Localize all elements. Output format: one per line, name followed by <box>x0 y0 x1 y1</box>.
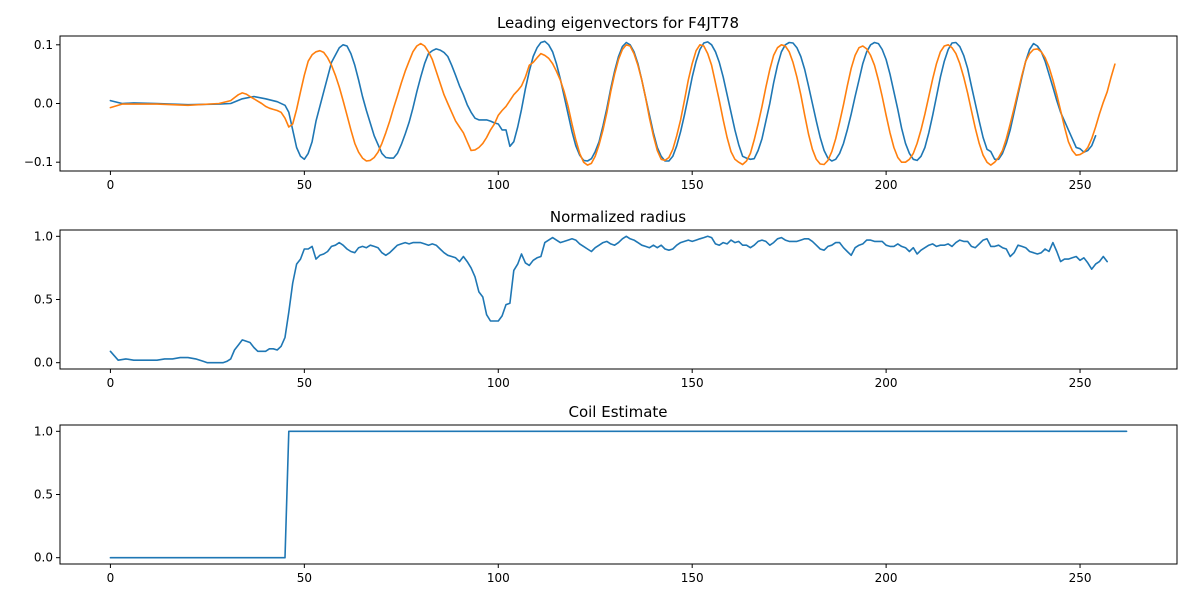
x-tick-label: 150 <box>681 571 704 585</box>
y-tick-label: 1.0 <box>34 424 53 438</box>
x-tick-label: 200 <box>875 376 898 390</box>
x-tick-label: 50 <box>297 376 312 390</box>
series-line-2 <box>109 42 1116 166</box>
x-tick-label: 50 <box>297 571 312 585</box>
x-tick-label: 250 <box>1069 178 1092 192</box>
y-tick-label: 0.1 <box>34 38 53 52</box>
subplot-coil-estimate: Coil Estimate 0 50 100 150 200 250 0.0 0.5 1.0 <box>34 403 1178 585</box>
plot-frame <box>59 35 1178 172</box>
x-tick-label: 150 <box>681 376 704 390</box>
series-line-1 <box>109 430 1128 559</box>
x-tick-label: 100 <box>487 571 510 585</box>
x-tick-label: 100 <box>487 178 510 192</box>
plot-frame <box>59 229 1178 370</box>
plot-title: Coil Estimate <box>568 403 667 421</box>
subplot-eigenvectors: Leading eigenvectors for F4JT78 0 50 100 15… <box>24 14 1178 192</box>
x-tick-label: 250 <box>1069 571 1092 585</box>
y-tick-label: −0.1 <box>24 155 53 169</box>
series-line-1 <box>109 235 1108 364</box>
plot-frame <box>59 424 1178 565</box>
y-tick-label: 0.0 <box>34 97 53 111</box>
x-tick-label: 200 <box>875 178 898 192</box>
plot-marks: 0 50 100 150 200 250 0.0 0.5 1.0 <box>34 229 1108 390</box>
y-tick-label: 0.0 <box>34 356 53 370</box>
series-line-1 <box>109 40 1097 162</box>
x-tick-label: 200 <box>875 571 898 585</box>
subplot-normalized-radius: Normalized radius 0 50 100 150 200 250 0.0 0.5 1… <box>34 208 1178 390</box>
y-tick-label: 0.5 <box>34 488 53 502</box>
x-tick-label: 0 <box>107 376 115 390</box>
x-tick-label: 0 <box>107 571 115 585</box>
plot-title: Normalized radius <box>550 208 686 226</box>
plot-background <box>60 230 1177 369</box>
x-tick-label: 100 <box>487 376 510 390</box>
x-tick-label: 50 <box>297 178 312 192</box>
y-tick-label: 0.5 <box>34 293 53 307</box>
plot-marks: 0 50 100 150 200 250 −0.1 0.0 0.1 <box>24 38 1116 192</box>
y-tick-label: 1.0 <box>34 229 53 243</box>
x-tick-label: 0 <box>107 178 115 192</box>
plot-background <box>60 425 1177 564</box>
plot-title: Leading eigenvectors for F4JT78 <box>497 14 739 32</box>
plot-marks: 0 50 100 150 200 250 0.0 0.5 1.0 <box>34 424 1128 585</box>
y-tick-label: 0.0 <box>34 551 53 565</box>
x-tick-label: 250 <box>1069 376 1092 390</box>
x-tick-label: 150 <box>681 178 704 192</box>
